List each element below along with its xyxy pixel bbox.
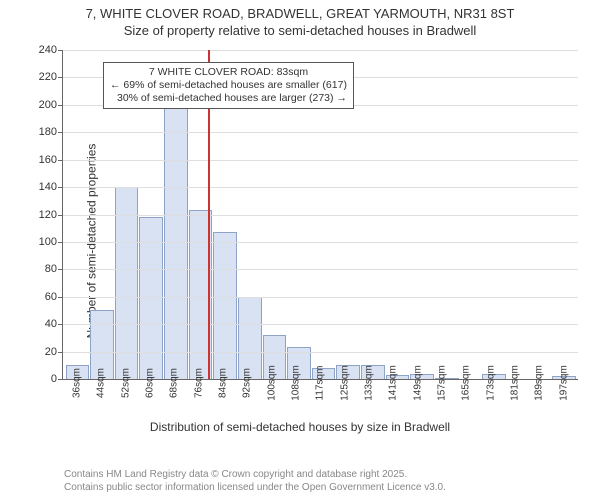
y-tick-label: 0 bbox=[51, 373, 63, 385]
x-tick-cell: 133sqm bbox=[357, 379, 380, 423]
x-tick-cell: 100sqm bbox=[260, 379, 283, 423]
x-tick-cell: 92sqm bbox=[236, 379, 259, 423]
chart-title-block: 7, WHITE CLOVER ROAD, BRADWELL, GREAT YA… bbox=[0, 0, 600, 40]
footer-line-1: Contains HM Land Registry data © Crown c… bbox=[64, 469, 446, 482]
x-tick-cell: 165sqm bbox=[455, 379, 478, 423]
y-tick-label: 180 bbox=[39, 126, 63, 138]
histogram-bar bbox=[213, 232, 237, 379]
x-tick-cell: 44sqm bbox=[90, 379, 113, 423]
y-tick-label: 120 bbox=[39, 209, 63, 221]
gridline bbox=[63, 269, 578, 270]
x-tick-label: 141sqm bbox=[388, 365, 399, 401]
y-tick-label: 160 bbox=[39, 154, 63, 166]
x-tick-label: 100sqm bbox=[266, 365, 277, 401]
x-tick-cell: 84sqm bbox=[211, 379, 234, 423]
gridline bbox=[63, 324, 578, 325]
x-tick-label: 157sqm bbox=[437, 365, 448, 401]
plot-area: 36sqm44sqm52sqm60sqm68sqm76sqm84sqm92sqm… bbox=[62, 50, 578, 380]
x-tick-cell: 141sqm bbox=[382, 379, 405, 423]
x-tick-label: 197sqm bbox=[558, 365, 569, 401]
x-tick-cell: 181sqm bbox=[503, 379, 526, 423]
x-tick-cell: 108sqm bbox=[284, 379, 307, 423]
x-tick-label: 125sqm bbox=[339, 365, 350, 401]
x-tick-cell: 149sqm bbox=[406, 379, 429, 423]
gridline bbox=[63, 160, 578, 161]
x-tick-label: 52sqm bbox=[120, 368, 131, 398]
annotation-line-1: 7 WHITE CLOVER ROAD: 83sqm bbox=[110, 66, 347, 79]
gridline bbox=[63, 352, 578, 353]
annotation-line-3: 30% of semi-detached houses are larger (… bbox=[110, 92, 347, 105]
title-line-2: Size of property relative to semi-detach… bbox=[0, 23, 600, 40]
x-tick-cell: 117sqm bbox=[309, 379, 332, 423]
x-tick-label: 181sqm bbox=[510, 365, 521, 401]
x-tick-cell: 189sqm bbox=[528, 379, 551, 423]
annotation-box: 7 WHITE CLOVER ROAD: 83sqm← 69% of semi-… bbox=[103, 62, 354, 109]
gridline bbox=[63, 297, 578, 298]
y-tick-label: 220 bbox=[39, 71, 63, 83]
attribution-footer: Contains HM Land Registry data © Crown c… bbox=[64, 469, 446, 494]
y-tick-label: 20 bbox=[45, 346, 63, 358]
histogram-bar bbox=[238, 297, 262, 379]
x-tick-cell: 125sqm bbox=[333, 379, 356, 423]
gridline bbox=[63, 50, 578, 51]
x-tick-label: 36sqm bbox=[72, 368, 83, 398]
gridline bbox=[63, 215, 578, 216]
x-tick-label: 173sqm bbox=[485, 365, 496, 401]
y-tick-label: 140 bbox=[39, 181, 63, 193]
x-tick-cell: 60sqm bbox=[138, 379, 161, 423]
x-tick-label: 149sqm bbox=[412, 365, 423, 401]
annotation-line-2: ← 69% of semi-detached houses are smalle… bbox=[110, 79, 347, 92]
x-axis-label: Distribution of semi-detached houses by … bbox=[0, 420, 600, 434]
x-tick-cell: 157sqm bbox=[430, 379, 453, 423]
footer-line-2: Contains public sector information licen… bbox=[64, 482, 446, 495]
gridline bbox=[63, 242, 578, 243]
y-tick-label: 60 bbox=[45, 291, 63, 303]
x-tick-cell: 197sqm bbox=[552, 379, 575, 423]
histogram-bar bbox=[115, 187, 139, 379]
title-line-1: 7, WHITE CLOVER ROAD, BRADWELL, GREAT YA… bbox=[0, 6, 600, 23]
x-tick-cell: 36sqm bbox=[66, 379, 89, 423]
x-tick-label: 117sqm bbox=[315, 366, 326, 401]
y-tick-label: 100 bbox=[39, 236, 63, 248]
x-tick-row: 36sqm44sqm52sqm60sqm68sqm76sqm84sqm92sqm… bbox=[63, 379, 578, 423]
gridline bbox=[63, 132, 578, 133]
x-tick-label: 84sqm bbox=[218, 368, 229, 398]
y-tick-label: 200 bbox=[39, 99, 63, 111]
x-tick-label: 68sqm bbox=[169, 368, 180, 398]
x-tick-cell: 76sqm bbox=[187, 379, 210, 423]
x-tick-label: 92sqm bbox=[242, 368, 253, 398]
x-tick-cell: 52sqm bbox=[114, 379, 137, 423]
x-tick-label: 76sqm bbox=[193, 368, 204, 398]
x-tick-label: 133sqm bbox=[364, 365, 375, 401]
x-tick-label: 189sqm bbox=[534, 365, 545, 401]
y-tick-label: 80 bbox=[45, 263, 63, 275]
x-tick-cell: 173sqm bbox=[479, 379, 502, 423]
chart-container: Number of semi-detached properties 36sqm… bbox=[0, 44, 600, 438]
x-tick-label: 108sqm bbox=[291, 365, 302, 401]
x-tick-label: 44sqm bbox=[96, 368, 107, 398]
y-tick-label: 40 bbox=[45, 318, 63, 330]
gridline bbox=[63, 187, 578, 188]
x-tick-label: 165sqm bbox=[461, 365, 472, 401]
x-tick-cell: 68sqm bbox=[163, 379, 186, 423]
x-tick-label: 60sqm bbox=[145, 368, 156, 398]
y-tick-label: 240 bbox=[39, 44, 63, 56]
